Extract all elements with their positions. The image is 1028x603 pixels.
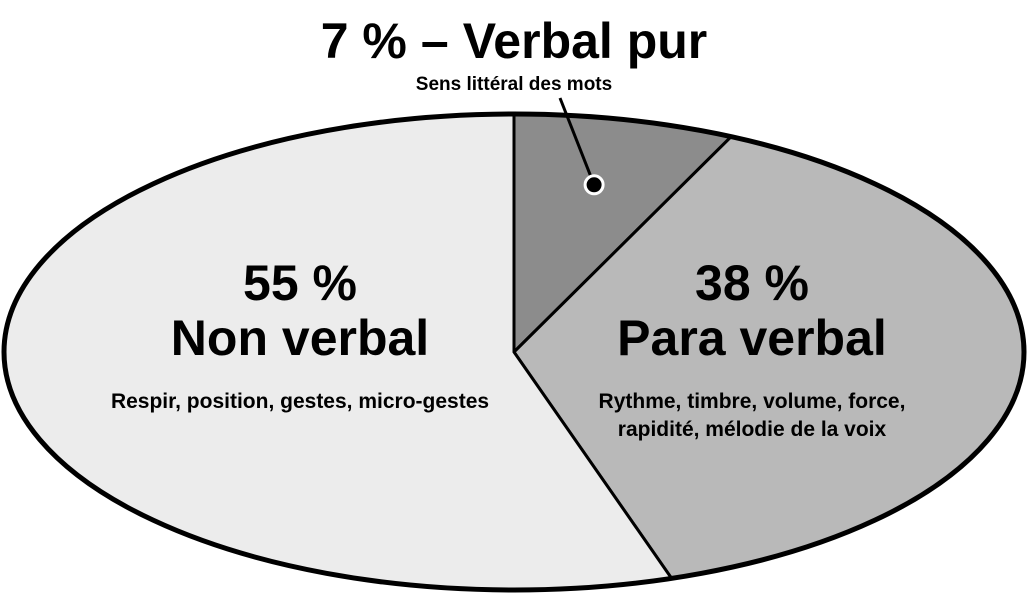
slice-name: Para verbal	[617, 310, 887, 366]
slice-description: Rythme, timbre, volume, force,	[599, 390, 906, 413]
slice-description: Sens littéral des mots	[416, 74, 612, 95]
slice-description: Respir, position, gestes, micro-gestes	[111, 390, 489, 413]
callout-line	[558, 97, 596, 186]
slice-value-label: 7 %	[321, 13, 407, 69]
separator: –	[421, 13, 449, 69]
callout-dot	[583, 174, 605, 196]
pie-outline	[1, 111, 1027, 593]
slice-value-label: 55 %	[243, 255, 357, 311]
slice-value-label: 38 %	[695, 255, 809, 311]
slice-description: rapidité, mélodie de la voix	[618, 418, 887, 441]
slice-name: Verbal pur	[463, 13, 708, 69]
slice-title: 7 % – Verbal pur	[321, 13, 708, 69]
slice-name: Non verbal	[171, 310, 429, 366]
